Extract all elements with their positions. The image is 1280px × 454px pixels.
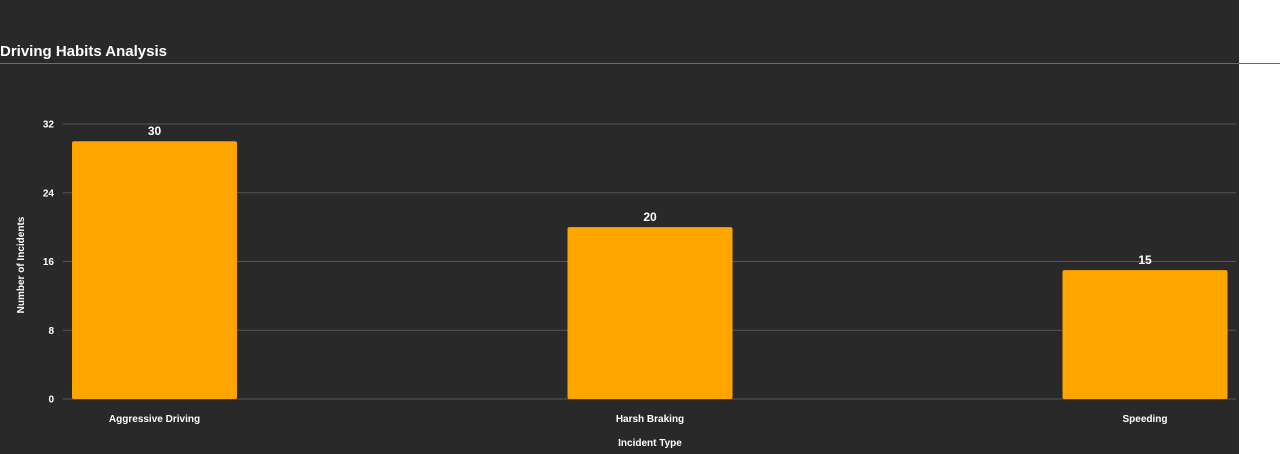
y-tick-label: 0 [48, 395, 54, 406]
y-tick-label: 16 [43, 257, 55, 268]
data-label: 30 [148, 124, 162, 138]
bars [72, 141, 1228, 399]
y-tick-label: 32 [43, 120, 55, 131]
chart-title: Driving Habits Analysis [0, 43, 167, 60]
y-axis-title: Number of Incidents [16, 216, 27, 313]
x-tick-label: Speeding [1122, 414, 1167, 425]
x-axis-title: Incident Type [618, 438, 682, 449]
x-axis-ticks: Aggressive Driving Harsh Braking Speeding [109, 414, 1168, 425]
y-axis-ticks: 0 8 16 24 32 [43, 120, 55, 406]
bar [72, 141, 237, 399]
data-label: 15 [1138, 253, 1152, 267]
y-tick-label: 24 [43, 188, 55, 199]
bar [567, 227, 733, 399]
x-tick-label: Aggressive Driving [109, 414, 200, 425]
x-tick-label: Harsh Braking [616, 414, 684, 425]
bar [1062, 270, 1228, 399]
data-labels: 30 20 15 [148, 124, 1152, 267]
data-label: 20 [643, 210, 657, 224]
y-tick-label: 8 [48, 326, 54, 337]
title-divider [0, 63, 1280, 64]
